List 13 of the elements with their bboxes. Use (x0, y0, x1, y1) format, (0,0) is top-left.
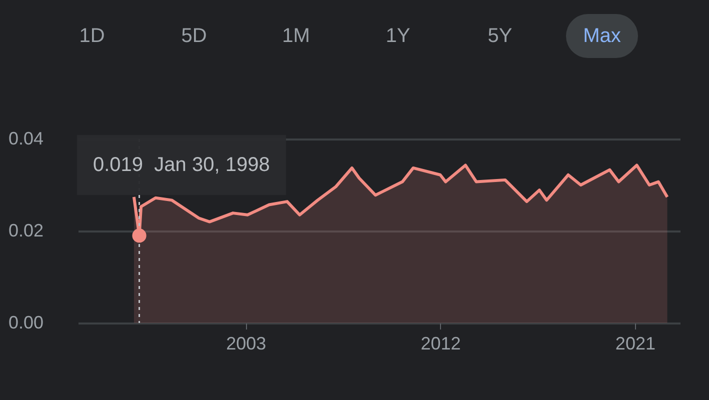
x-tick-label: 2003 (226, 334, 266, 354)
y-tick-label: 0.04 (8, 128, 44, 148)
text: 1Y (384, 24, 412, 49)
y-tick-label: 0.02 (8, 220, 44, 240)
ref-line-label: 0.019 Jan 30, 1998 (77, 135, 286, 195)
x-tick-label: 2021 (615, 334, 656, 354)
x-tick-label: 2012 (420, 334, 461, 354)
text: 5D (180, 24, 208, 49)
text: 5Y (486, 24, 514, 49)
y-tick-label: 0.00 (8, 312, 44, 332)
text: 1M (281, 24, 311, 49)
text: 1D (78, 24, 106, 49)
text: Max (566, 14, 638, 58)
